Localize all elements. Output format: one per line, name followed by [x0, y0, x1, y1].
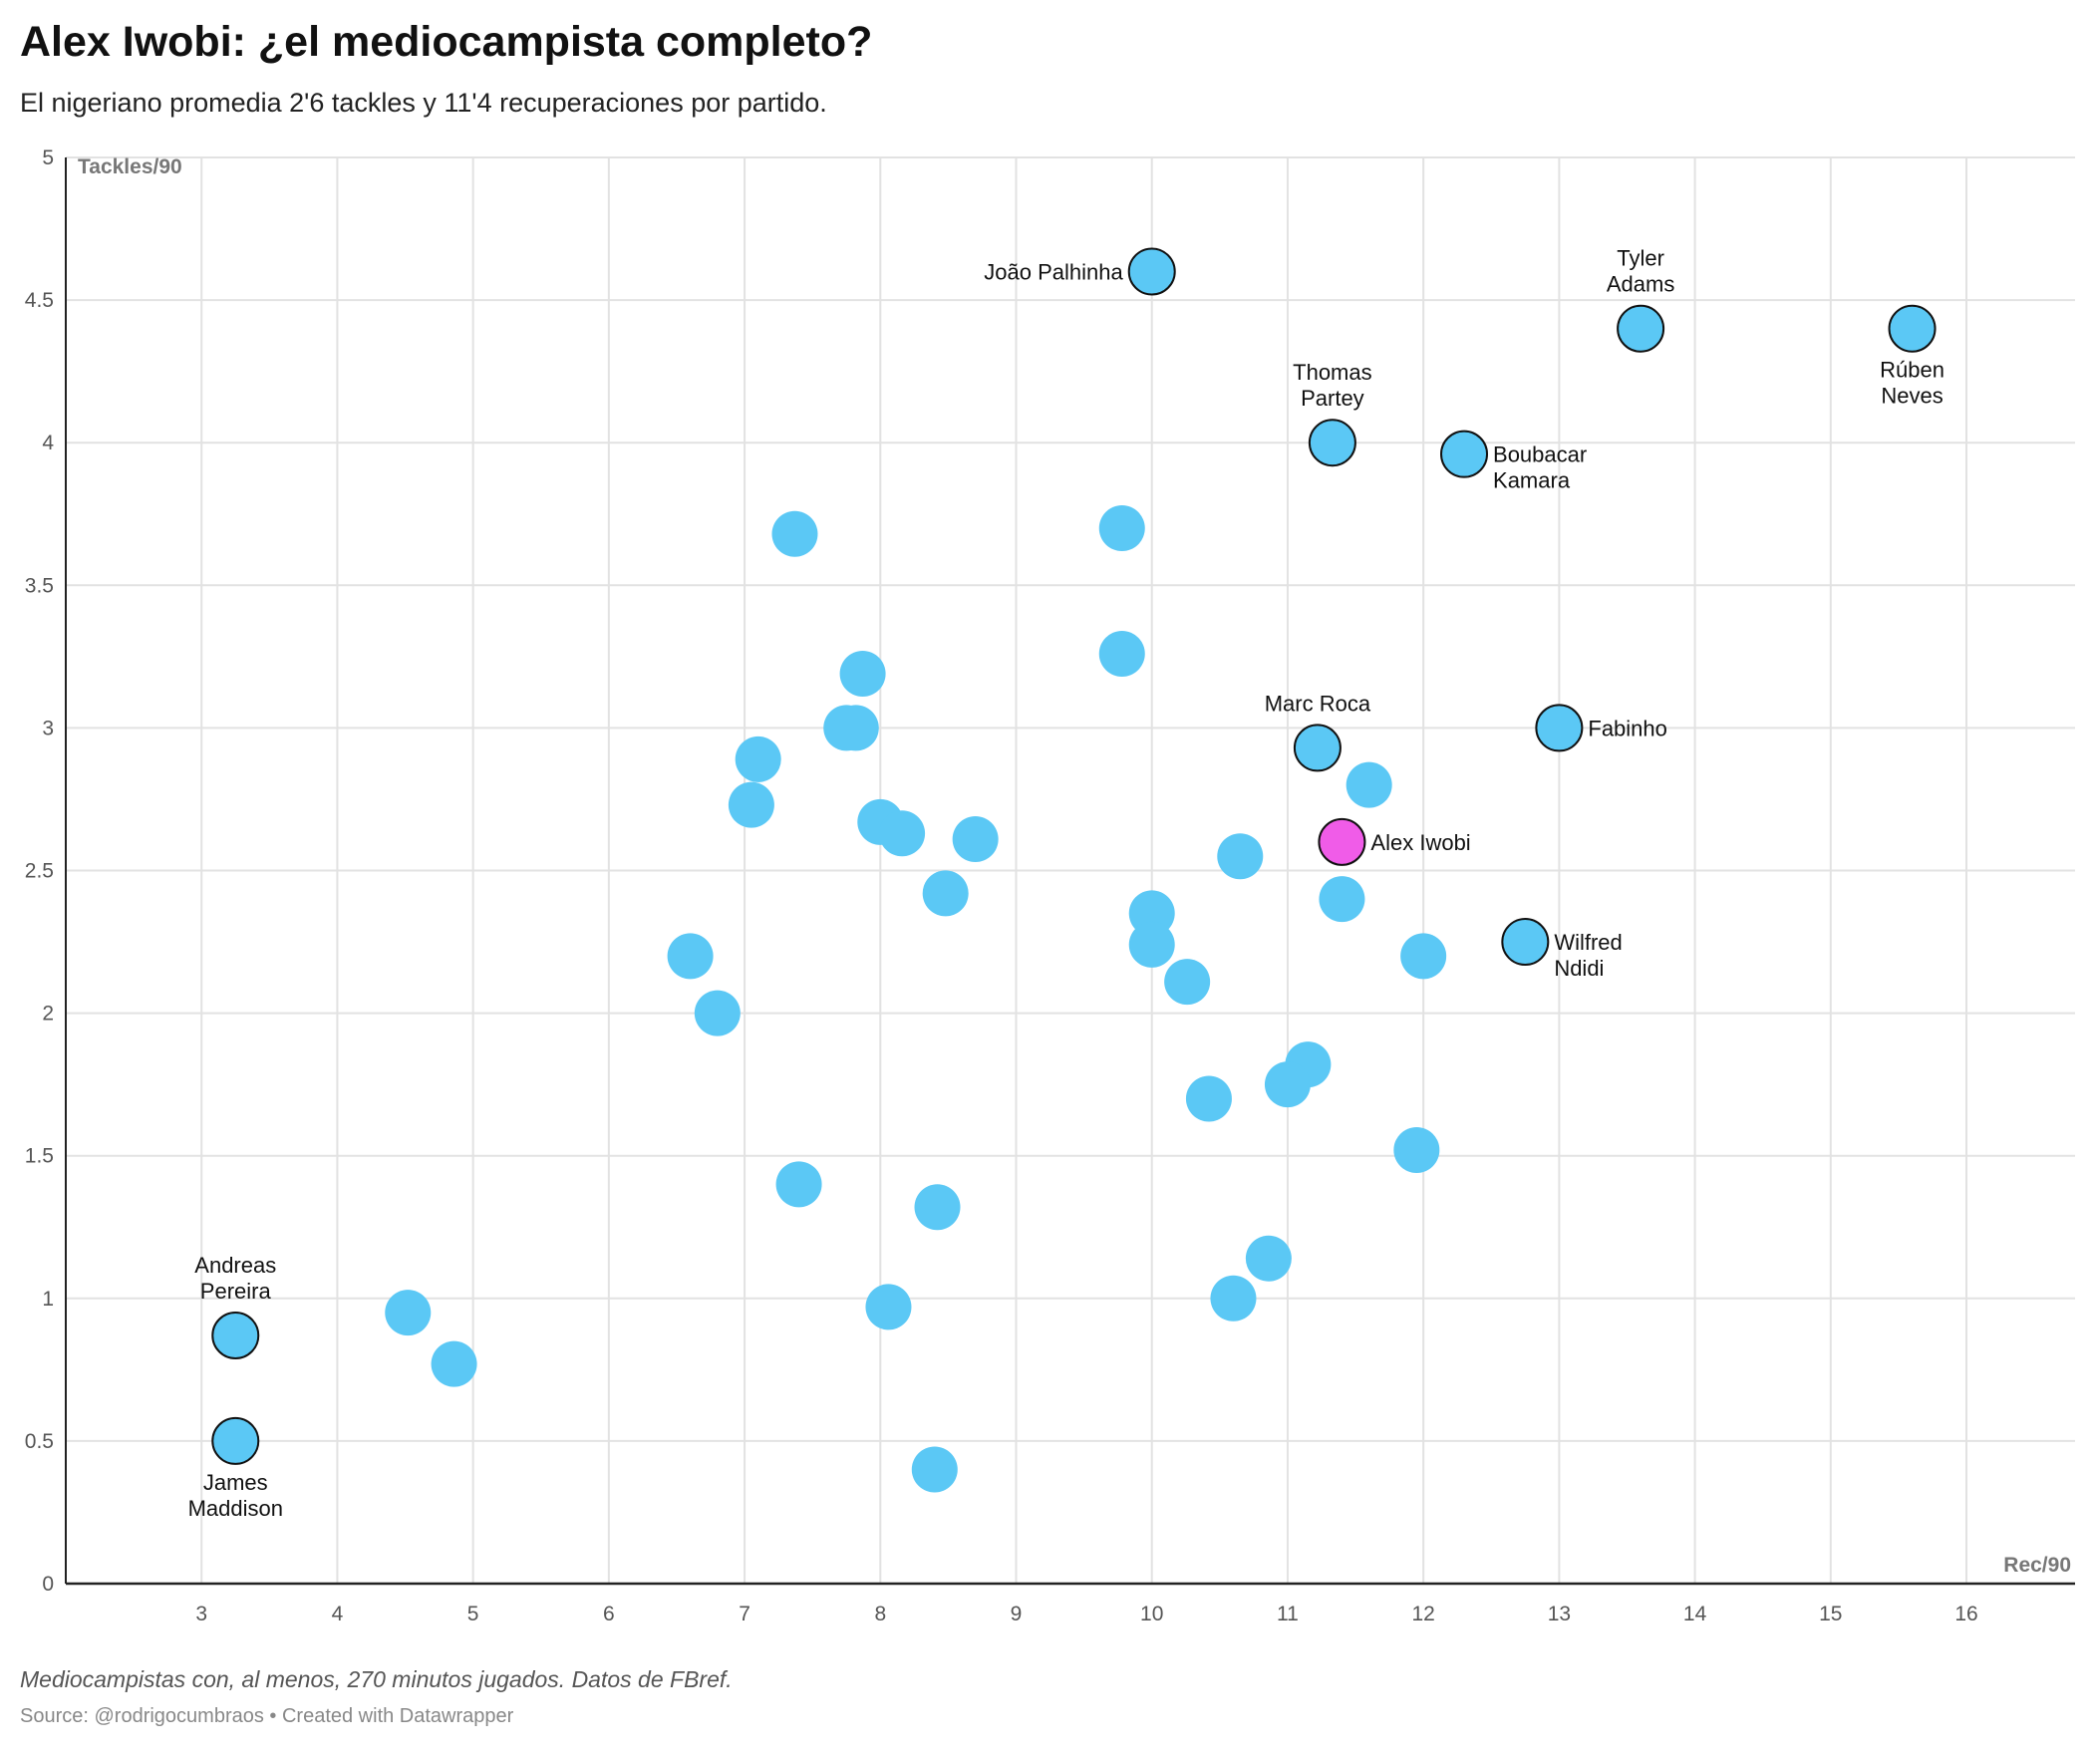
data-point	[1164, 959, 1211, 1006]
x-tick-label: 5	[467, 1603, 479, 1625]
data-point	[1217, 833, 1264, 880]
y-tick-label: 3	[42, 717, 54, 739]
data-point	[952, 816, 999, 863]
x-tick-label: 14	[1683, 1603, 1707, 1625]
x-tick-label: 12	[1411, 1603, 1434, 1625]
data-point	[922, 870, 969, 917]
point-label: Tyler Adams	[1607, 246, 1674, 297]
axis-layer: 0 0.5 1 1.5 2 2.5 3 3.5 4 4.5 5 3 4 5 6 7 8 9 10 11 12 13 14 15…	[25, 147, 2075, 1625]
data-point	[1319, 876, 1365, 923]
y-axis-title: Tackles/90	[78, 155, 182, 178]
y-tick-label: 0	[42, 1573, 54, 1596]
x-tick-label: 11	[1277, 1603, 1299, 1625]
data-point	[771, 510, 818, 557]
x-tick-label: 16	[1954, 1603, 1977, 1625]
data-point	[211, 1312, 260, 1360]
data-point	[667, 933, 714, 980]
point-layer	[211, 247, 1937, 1493]
x-tick-label: 7	[739, 1603, 750, 1625]
data-point	[1128, 890, 1175, 937]
data-point	[1127, 247, 1176, 296]
data-point	[431, 1340, 477, 1387]
x-axis-title: Rec/90	[2003, 1554, 2071, 1577]
y-tick-label: 3.5	[25, 574, 54, 597]
data-point	[1264, 1061, 1311, 1108]
label-layer: João Palhinha Tyler Adams Rúben Neves Thomas P…	[188, 246, 1944, 1521]
point-label: Alex Iwobi	[1370, 830, 1470, 855]
data-point	[735, 735, 781, 782]
x-tick-label: 9	[1011, 1603, 1023, 1625]
y-tick-label: 1	[42, 1288, 54, 1311]
data-point	[914, 1184, 961, 1231]
data-point	[775, 1161, 822, 1208]
chart-source: Source: @rodrigocumbraos • Created with …	[20, 1705, 514, 1727]
data-point	[1501, 918, 1550, 967]
data-point	[839, 651, 886, 698]
data-point	[385, 1290, 432, 1336]
x-tick-label: 10	[1140, 1603, 1163, 1625]
data-point	[911, 1446, 958, 1493]
data-point	[1098, 630, 1145, 677]
point-label: João Palhinha	[984, 259, 1123, 284]
data-point	[1888, 304, 1937, 353]
data-point	[879, 810, 926, 857]
x-tick-label: 3	[195, 1603, 207, 1625]
y-tick-label: 5	[42, 147, 54, 169]
point-label: Andreas Pereira	[194, 1253, 276, 1304]
data-point	[1308, 419, 1356, 467]
point-label: Boubacar Kamara	[1493, 442, 1587, 493]
grid-layer	[66, 156, 2075, 1584]
data-point	[694, 990, 741, 1036]
y-tick-label: 2.5	[25, 860, 54, 883]
chart-notes: Mediocampistas con, al menos, 270 minuto…	[20, 1666, 733, 1692]
data-point	[1293, 724, 1342, 772]
chart-subtitle: El nigeriano promedia 2'6 tackles y 11'4…	[20, 88, 827, 118]
data-point	[1535, 704, 1584, 752]
x-tick-label: 4	[332, 1603, 344, 1625]
data-point	[1210, 1275, 1257, 1322]
data-point	[1245, 1235, 1292, 1282]
data-point	[1098, 505, 1145, 552]
point-label: James Maddison	[188, 1470, 283, 1521]
data-point	[1185, 1075, 1232, 1122]
point-label: Fabinho	[1588, 716, 1667, 740]
y-tick-label: 2	[42, 1003, 54, 1026]
data-point	[1393, 1126, 1440, 1173]
data-point	[728, 781, 774, 828]
data-point	[1617, 304, 1665, 353]
chart-title: Alex Iwobi: ¿el mediocampista completo?	[20, 18, 873, 66]
point-label: Rúben Neves	[1880, 358, 1944, 409]
y-tick-label: 1.5	[25, 1145, 54, 1168]
y-tick-label: 4.5	[25, 289, 54, 312]
data-point	[1440, 430, 1489, 478]
x-tick-label: 13	[1548, 1603, 1571, 1625]
data-point	[211, 1416, 260, 1465]
x-tick-label: 8	[874, 1603, 886, 1625]
point-label: Marc Roca	[1265, 691, 1371, 716]
y-tick-label: 0.5	[25, 1430, 54, 1453]
data-point	[832, 705, 879, 751]
point-label: Wilfred Ndidi	[1554, 930, 1622, 981]
data-point	[1400, 933, 1447, 980]
highlight-point	[1318, 817, 1366, 866]
data-point	[1346, 761, 1392, 808]
data-point	[1128, 921, 1175, 968]
point-label: Thomas Partey	[1293, 360, 1371, 411]
x-tick-label: 15	[1819, 1603, 1842, 1625]
data-point	[865, 1284, 912, 1330]
x-tick-label: 6	[603, 1603, 615, 1625]
y-tick-label: 4	[42, 432, 54, 454]
